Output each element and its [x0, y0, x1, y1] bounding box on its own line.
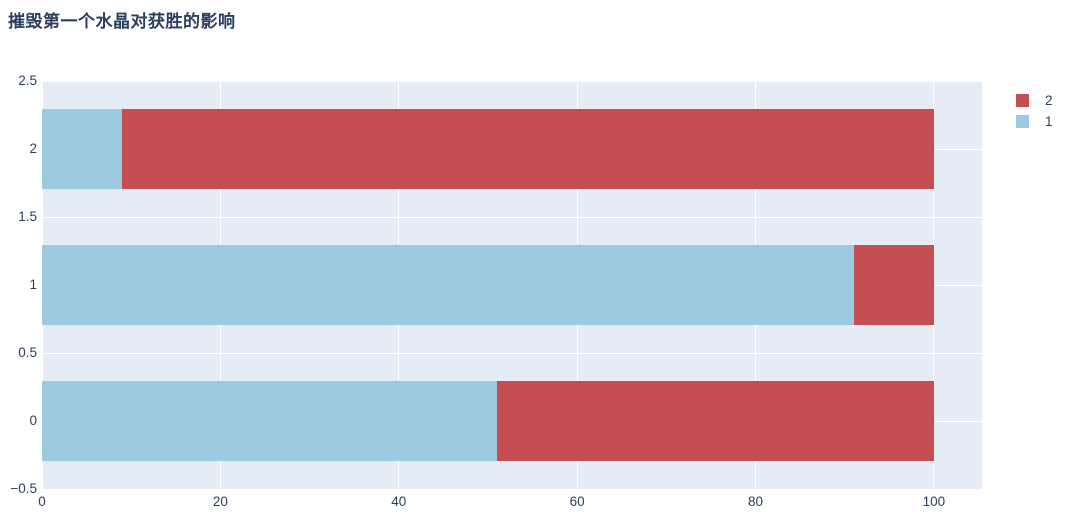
- y-tick-label: 0: [29, 413, 37, 428]
- chart-title: 摧毁第一个水晶对获胜的影响: [8, 12, 236, 31]
- y-tick-label: 2.5: [18, 73, 37, 88]
- bar-row-1: [42, 245, 982, 325]
- x-gridline: [933, 81, 935, 489]
- y-tick-label: 1.5: [18, 209, 37, 224]
- legend-swatch-icon: [1016, 115, 1029, 128]
- legend-label: 1: [1045, 114, 1053, 129]
- bar-segment-series-2-cat-1: [853, 245, 934, 325]
- y-tick-label: 0.5: [18, 345, 37, 360]
- legend-item-2[interactable]: 2: [1016, 90, 1053, 111]
- x-tick-label: 80: [747, 494, 763, 509]
- bar-segment-series-2-cat-2: [122, 109, 934, 189]
- bar-segment-series-1-cat-1: [42, 245, 854, 325]
- legend-swatch-icon: [1016, 94, 1029, 107]
- x-tick-label: 40: [391, 494, 407, 509]
- plot-area: [41, 80, 982, 490]
- y-gridline: [42, 80, 982, 82]
- bar-row-0: [42, 381, 982, 461]
- x-tick-label: 60: [569, 494, 585, 509]
- legend-label: 2: [1045, 93, 1053, 108]
- x-tick-label: 0: [38, 494, 46, 509]
- y-gridline: [42, 352, 982, 354]
- y-tick-label: 1: [29, 277, 37, 292]
- y-gridline: [42, 488, 982, 490]
- x-tick-label: 100: [922, 494, 946, 509]
- bar-segment-series-2-cat-0: [496, 381, 934, 461]
- y-tick-label: −0.5: [10, 481, 37, 496]
- bar-row-2: [42, 109, 982, 189]
- y-gridline: [42, 216, 982, 218]
- bar-segment-series-1-cat-2: [42, 109, 123, 189]
- x-tick-label: 20: [212, 494, 228, 509]
- bar-segment-series-1-cat-0: [42, 381, 497, 461]
- y-tick-label: 2: [29, 141, 37, 156]
- legend-item-1[interactable]: 1: [1016, 111, 1053, 132]
